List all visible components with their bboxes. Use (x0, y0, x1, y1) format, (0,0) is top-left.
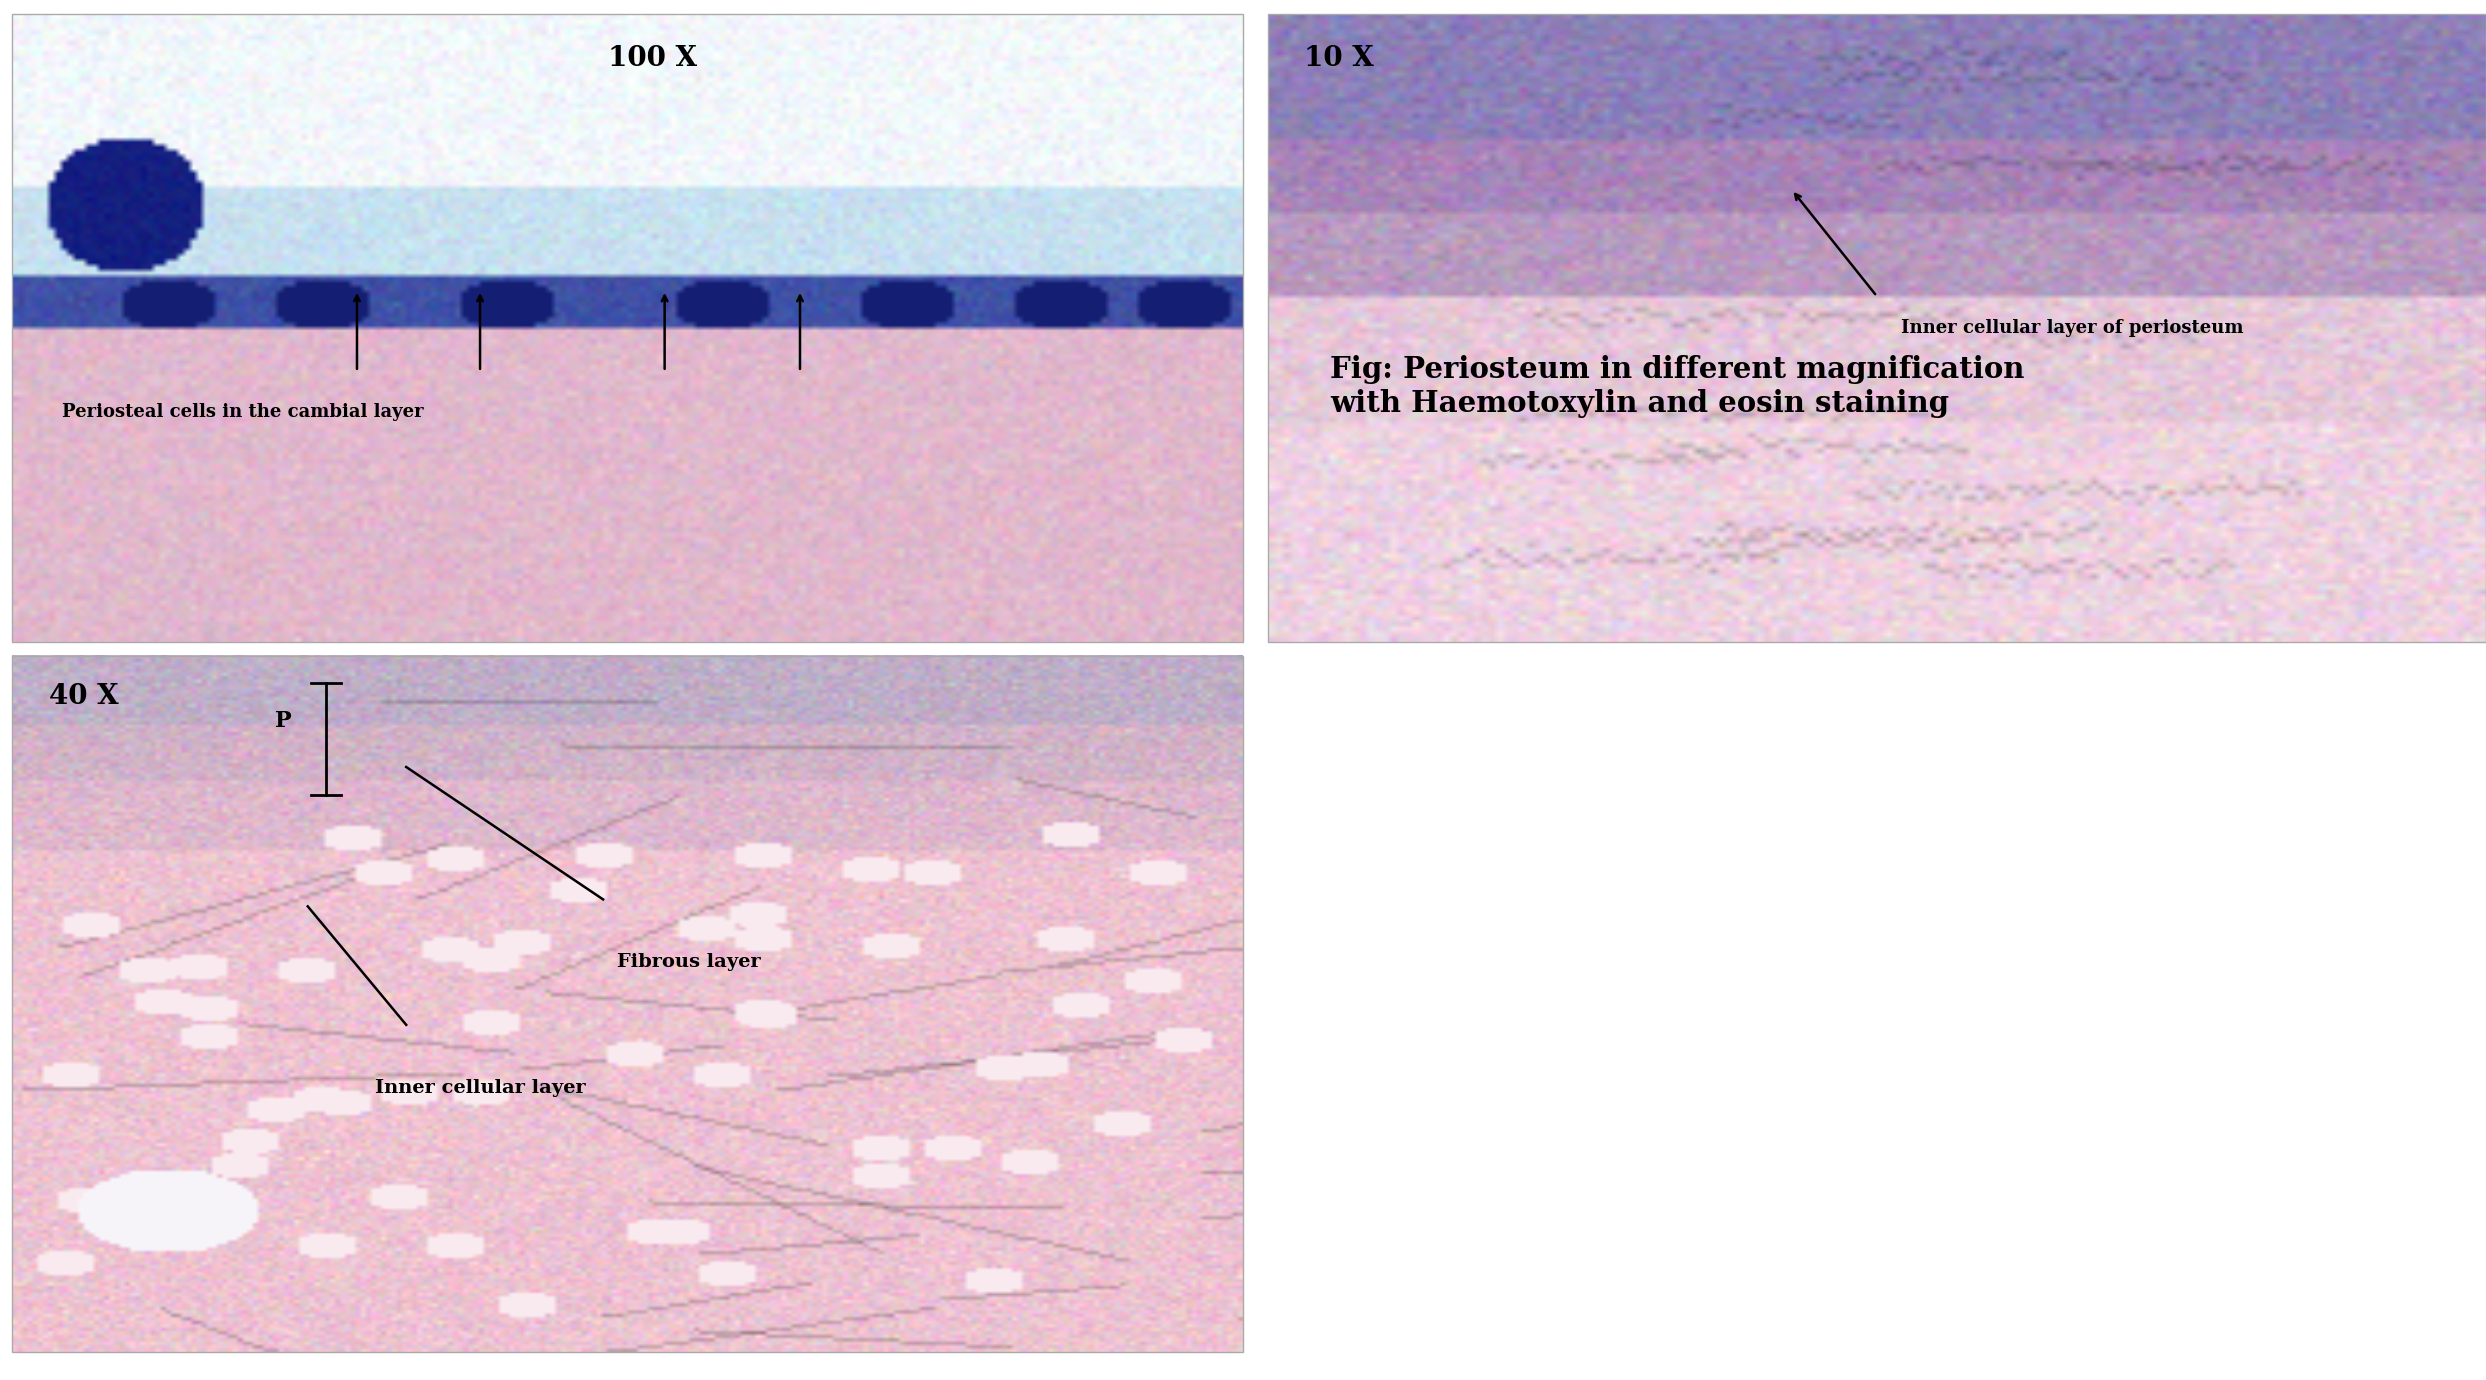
Text: Fibrous layer: Fibrous layer (617, 954, 761, 972)
Text: Fig: Periosteum in different magnification
with Haemotoxylin and eosin staining: Fig: Periosteum in different magnificati… (1330, 355, 2024, 418)
Text: P: P (276, 711, 291, 733)
Text: 40 X: 40 X (50, 683, 119, 711)
Text: 100 X: 100 X (607, 46, 696, 72)
Text: Inner cellular layer of periosteum: Inner cellular layer of periosteum (1902, 319, 2245, 337)
Bar (12, 656, 1243, 1352)
Text: Periosteal cells in the cambial layer: Periosteal cells in the cambial layer (62, 403, 423, 421)
Text: 10 X: 10 X (1305, 46, 1375, 72)
Text: Inner cellular layer: Inner cellular layer (375, 1079, 584, 1097)
Bar (1268, 14, 2486, 642)
Bar (12, 14, 1243, 642)
